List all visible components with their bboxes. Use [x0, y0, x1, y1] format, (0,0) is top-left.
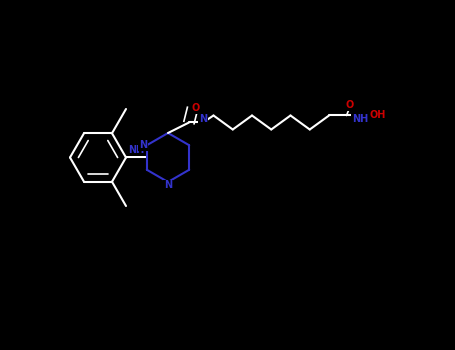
Text: NH: NH — [352, 114, 369, 124]
Text: N: N — [139, 140, 147, 150]
Text: O: O — [192, 104, 200, 113]
Text: NH: NH — [128, 146, 145, 155]
Text: O: O — [346, 100, 354, 110]
Text: OH: OH — [370, 111, 386, 120]
Text: N: N — [164, 181, 172, 190]
Text: N: N — [199, 114, 207, 124]
